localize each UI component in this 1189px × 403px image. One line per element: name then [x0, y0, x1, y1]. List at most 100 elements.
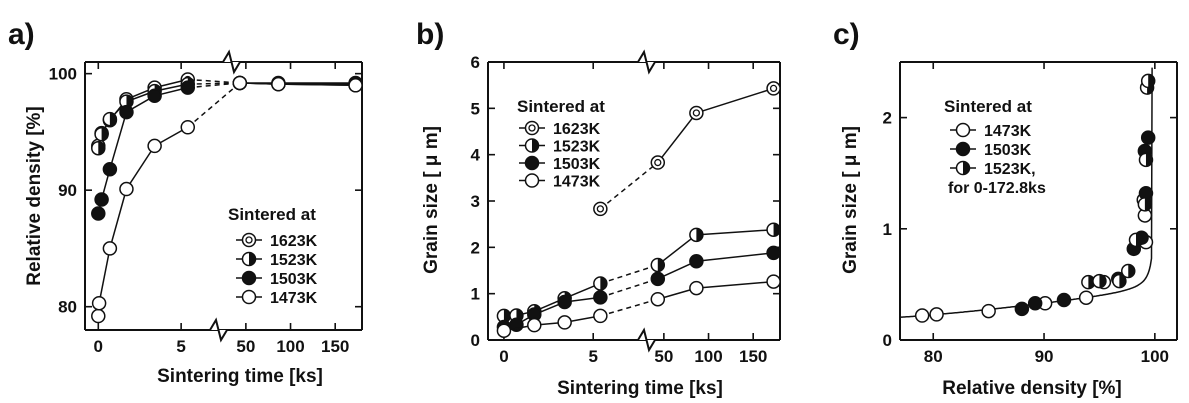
pb-legend-marker-3	[524, 173, 540, 188]
pc-series-1-point-0-shape	[1014, 301, 1030, 317]
panel-a-legend-title: Sintered at	[228, 205, 316, 224]
pb-series-0-segment-0	[599, 161, 659, 210]
pb-legend-label-0: 1623K	[553, 121, 601, 138]
pa-series-3-point-0	[91, 308, 106, 324]
pb-series-2-point-5	[650, 271, 666, 287]
pb-series-0-point-1-inner	[654, 158, 662, 167]
pb-legend-marker-2-shape	[524, 155, 540, 171]
pa-series-1-point-3	[119, 94, 134, 109]
pc-series-1-point-0	[1014, 301, 1030, 317]
pc-series-2-point-0	[1081, 274, 1096, 290]
pb-x-tick-label-1-0: 50	[654, 347, 673, 366]
pc-series-2-point-6	[1138, 152, 1154, 168]
pb-legend-label-2: 1503K	[553, 156, 601, 173]
pa-legend-label-0: 1623K	[270, 233, 318, 250]
pa-series-2-point-4	[147, 88, 162, 104]
pc-legend-marker-1	[955, 141, 971, 157]
pa-series-1-point-1	[94, 126, 109, 142]
pa-series-1-point-0	[91, 140, 106, 156]
pb-series-2-point-7	[766, 245, 781, 261]
pc-series-1-point-1	[1027, 296, 1043, 311]
pa-series-3-point-1-shape	[91, 295, 107, 311]
pc-series-2-point-8	[1140, 73, 1156, 89]
pa-y-tick-label-0: 80	[58, 298, 77, 317]
pb-series-3-point-5-shape	[689, 280, 704, 296]
pb-series-2-point-4-shape	[593, 290, 608, 305]
pa-series-2-point-0	[91, 206, 106, 221]
pb-series-0-segment-1	[657, 112, 697, 164]
panel-a-legend: Sintered at 1623K 1523K 1503K 1473K	[228, 205, 318, 307]
panel-b-y-axis-title: Grain size [ μ m]	[421, 126, 442, 274]
pa-series-1-point-1-half	[101, 127, 109, 141]
pa-legend-marker-0-inner	[245, 236, 253, 244]
pa-series-2-point-1	[94, 192, 109, 207]
pb-series-1-segment-6	[696, 228, 774, 236]
panel-c-series	[914, 73, 1156, 323]
pc-x-tick-label-0: 80	[924, 347, 943, 366]
pb-series-1-point-5-half	[657, 258, 665, 272]
pa-series-3-point-2-shape	[102, 241, 118, 256]
pb-legend-label-1: 1523K	[553, 139, 601, 156]
pb-series-3-point-1	[527, 317, 542, 333]
pb-legend-marker-1	[524, 138, 540, 153]
pb-x-tick-label-0-0: 0	[499, 347, 508, 366]
pb-series-3-point-0	[496, 323, 512, 338]
pc-series-0-point-1-shape	[929, 307, 944, 322]
pb-y-tick-label-3: 3	[471, 192, 480, 211]
pc-series-1-point-1-shape	[1027, 296, 1043, 311]
pc-x-tick-label-2: 100	[1141, 347, 1169, 366]
pc-series-0-point-1	[929, 307, 944, 322]
pa-legend-marker-2-shape	[241, 270, 257, 286]
pa-series-3-point-2	[102, 241, 118, 256]
panel-b-legend-title: Sintered at	[517, 97, 605, 116]
pb-series-1-point-7	[766, 222, 781, 237]
pb-legend-marker-2	[524, 155, 540, 171]
pb-series-3-segment-3	[600, 298, 659, 317]
pa-series-3-segment-1	[98, 248, 111, 304]
panel-c-legend-title: Sintered at	[944, 97, 1032, 116]
pb-series-2-point-5-shape	[650, 271, 666, 287]
pb-series-3-point-4	[650, 291, 666, 307]
pc-legend-marker-0	[955, 122, 971, 138]
pc-series-0-point-0	[914, 308, 930, 323]
pc-legend-label-2: 1523K,	[984, 161, 1036, 178]
panel-a-axis-break-bottom	[209, 317, 228, 343]
pc-y-tick-label-2: 2	[883, 109, 892, 128]
pb-series-2-point-3-shape	[557, 294, 572, 310]
pa-series-2-point-2-shape	[102, 161, 118, 177]
panel-b-label: b)	[416, 18, 444, 51]
panel-b-ticks: 0 1 2 3 4 5 6 0 5 50 100 150	[471, 53, 780, 366]
pc-legend-marker-2-half	[963, 161, 970, 175]
panel-c-x-axis-title: Relative density [%]	[942, 378, 1122, 399]
pb-y-tick-label-2: 2	[471, 238, 480, 257]
pa-series-1-point-0-half	[98, 141, 105, 155]
pa-series-2-point-5-shape	[180, 80, 196, 95]
pb-legend-marker-3-shape	[524, 173, 540, 188]
pa-x-tick-label-1-1: 100	[276, 337, 304, 356]
pa-series-2-point-3	[119, 104, 134, 120]
pa-series-3-point-4	[147, 138, 162, 154]
pc-series-2-point-5	[1137, 197, 1153, 212]
pa-series-0-segment-5	[187, 78, 240, 84]
pa-series-3-point-8	[348, 78, 363, 93]
pb-series-1-segment-4	[600, 264, 659, 285]
pa-x-tick-label-1-2: 150	[321, 337, 349, 356]
pa-series-3-point-6	[232, 75, 248, 91]
panel-c: c) Grain size [ μ m] Relative density [%…	[833, 18, 1178, 399]
pa-x-tick-label-0-1: 5	[176, 337, 185, 356]
pb-x-tick-label-1-2: 150	[739, 347, 767, 366]
pb-y-tick-label-1: 1	[471, 285, 480, 304]
pb-series-1-point-7-half	[773, 223, 781, 237]
pa-series-3-point-7	[271, 76, 286, 92]
pb-x-tick-label-0-1: 5	[588, 347, 597, 366]
pc-series-2-point-3	[1120, 263, 1136, 279]
pa-series-2-segment-2	[109, 111, 128, 170]
pc-series-1-point-8	[1140, 130, 1156, 145]
panel-a-axis-break-top	[222, 49, 241, 75]
panel-a-label: a)	[8, 18, 35, 51]
pb-series-3-point-1-shape	[527, 317, 542, 333]
pa-series-3-segment-2	[109, 188, 128, 249]
pa-series-1-point-2	[102, 111, 118, 127]
